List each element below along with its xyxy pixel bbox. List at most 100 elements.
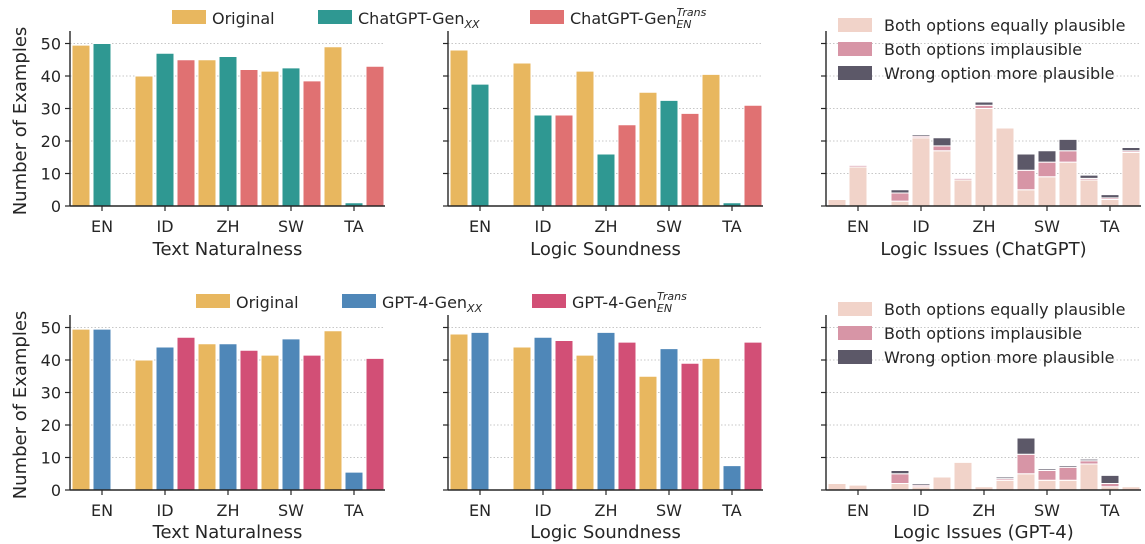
x-tick-label: ZH [595, 217, 618, 236]
bar [344, 471, 364, 491]
bar [302, 354, 322, 491]
y-tick-label: 40 [41, 351, 61, 370]
stacked-bar-segment [974, 108, 994, 207]
x-tick-label: SW [278, 217, 304, 236]
bar [470, 331, 490, 491]
x-tick-label: EN [847, 217, 869, 236]
stacked-bar-segment [1079, 174, 1099, 179]
legend-swatch [318, 10, 352, 24]
bar [722, 465, 742, 491]
legend-2: Original GPT-4-GenXX GPT-4-GenTrans EN [196, 290, 687, 315]
legend-label: Original [212, 9, 275, 28]
bar [218, 343, 238, 491]
stacked-bar-segment [1037, 470, 1057, 481]
chart-panel-1: 0 10 20 30 40 50 EN ID ZH SW TA Text Naturalness [41, 31, 385, 260]
stacked-bar-segment [890, 473, 910, 484]
bar [155, 52, 175, 207]
legend-label: Both options implausible [884, 40, 1082, 59]
legend-label: ChatGPT-GenXX [358, 9, 480, 31]
x-tick-label: TA [1099, 501, 1120, 520]
y-tick-label: 40 [41, 67, 61, 86]
stacked-bar-segment [848, 484, 868, 491]
stack-legend-1: Both options equally plausible Both optio… [838, 16, 1125, 83]
bar [365, 65, 385, 207]
bar [512, 346, 532, 491]
stacked-bar-segment [1037, 176, 1057, 207]
stack-legend-2: Both options equally plausible Both optio… [838, 300, 1125, 367]
stacked-bar-segment [1058, 150, 1078, 163]
stacked-bar-segment [1058, 138, 1078, 152]
stacked-bar-segment [1079, 458, 1099, 462]
y-tick-label: 0 [51, 197, 61, 216]
stacked-bar-segment [953, 179, 973, 207]
y-axis-label: Number of Examples [10, 311, 31, 500]
bar [92, 328, 112, 491]
x-tick-label: EN [847, 501, 869, 520]
stacked-bar-segment [911, 137, 931, 207]
bar [512, 62, 532, 207]
bar [197, 343, 217, 491]
legend-label: Both options equally plausible [884, 300, 1125, 319]
y-axis-label: Number of Examples [10, 27, 31, 216]
bar [323, 330, 343, 491]
bar [638, 375, 658, 491]
x-tick-label: ID [156, 501, 173, 520]
legend-swatch [530, 10, 564, 24]
y-tick-label: 10 [41, 449, 61, 468]
x-axis-label: Logic Issues (ChatGPT) [880, 239, 1086, 260]
legend-label: Wrong option more plausible [884, 64, 1114, 83]
bar [596, 331, 616, 491]
bar [176, 59, 196, 207]
bar [176, 336, 196, 491]
bar [281, 67, 301, 207]
stacked-bar-segment [1058, 466, 1078, 481]
x-axis-label: Logic Soundness [530, 522, 681, 543]
bar [701, 357, 721, 491]
stacked-bar-segment [1037, 161, 1057, 178]
x-tick-label: TA [343, 501, 364, 520]
bar [617, 124, 637, 207]
stacked-bar-segment [1058, 161, 1078, 207]
stacked-bar-segment [911, 483, 931, 486]
bar [218, 56, 238, 207]
stacked-bar-segment [932, 150, 952, 207]
stacked-bar-segment [890, 192, 910, 202]
bar [659, 348, 679, 491]
chart-panel-4: 0 10 20 30 40 50 EN ID ZH SW TA Text Naturalness [41, 315, 385, 543]
x-tick-label: TA [721, 217, 742, 236]
x-tick-label: ZH [217, 501, 240, 520]
stacked-bar-segment [932, 137, 952, 147]
legend-1: Original ChatGPT-GenXX ChatGPT-GenTrans EN [172, 6, 707, 31]
stacked-bar-segment [995, 479, 1015, 491]
stacked-bar-segment [1058, 479, 1078, 491]
x-tick-label: ID [912, 501, 929, 520]
legend-swatch [196, 294, 230, 308]
x-tick-label: SW [1034, 217, 1060, 236]
stacked-bar-segment [995, 127, 1015, 207]
y-tick-label: 10 [41, 165, 61, 184]
bar [533, 114, 553, 207]
stacked-bar-segment [1037, 468, 1057, 471]
stacked-bar-segment [932, 476, 952, 491]
y-tick-label: 20 [41, 416, 61, 435]
x-axis-label: Text Naturalness [152, 239, 303, 260]
bar [197, 59, 217, 207]
x-tick-label: EN [469, 217, 491, 236]
bar [575, 70, 595, 207]
legend-swatch [172, 10, 206, 24]
y-tick-label: 30 [41, 100, 61, 119]
bar [155, 346, 175, 491]
stacked-bar-segment [953, 461, 973, 491]
legend-swatch [532, 294, 566, 308]
bar [533, 336, 553, 491]
legend-label: Wrong option more plausible [884, 348, 1114, 367]
x-axis-label: Logic Soundness [530, 239, 681, 260]
chart-panel-5: EN ID ZH SW TA Logic Soundness [443, 315, 763, 543]
stacked-bar-segment [911, 134, 931, 137]
x-axis-label: Text Naturalness [152, 522, 303, 543]
x-tick-label: ID [534, 217, 551, 236]
bar [680, 112, 700, 207]
legend-swatch [838, 326, 872, 340]
legend-label: Both options implausible [884, 324, 1082, 343]
bar [575, 354, 595, 491]
